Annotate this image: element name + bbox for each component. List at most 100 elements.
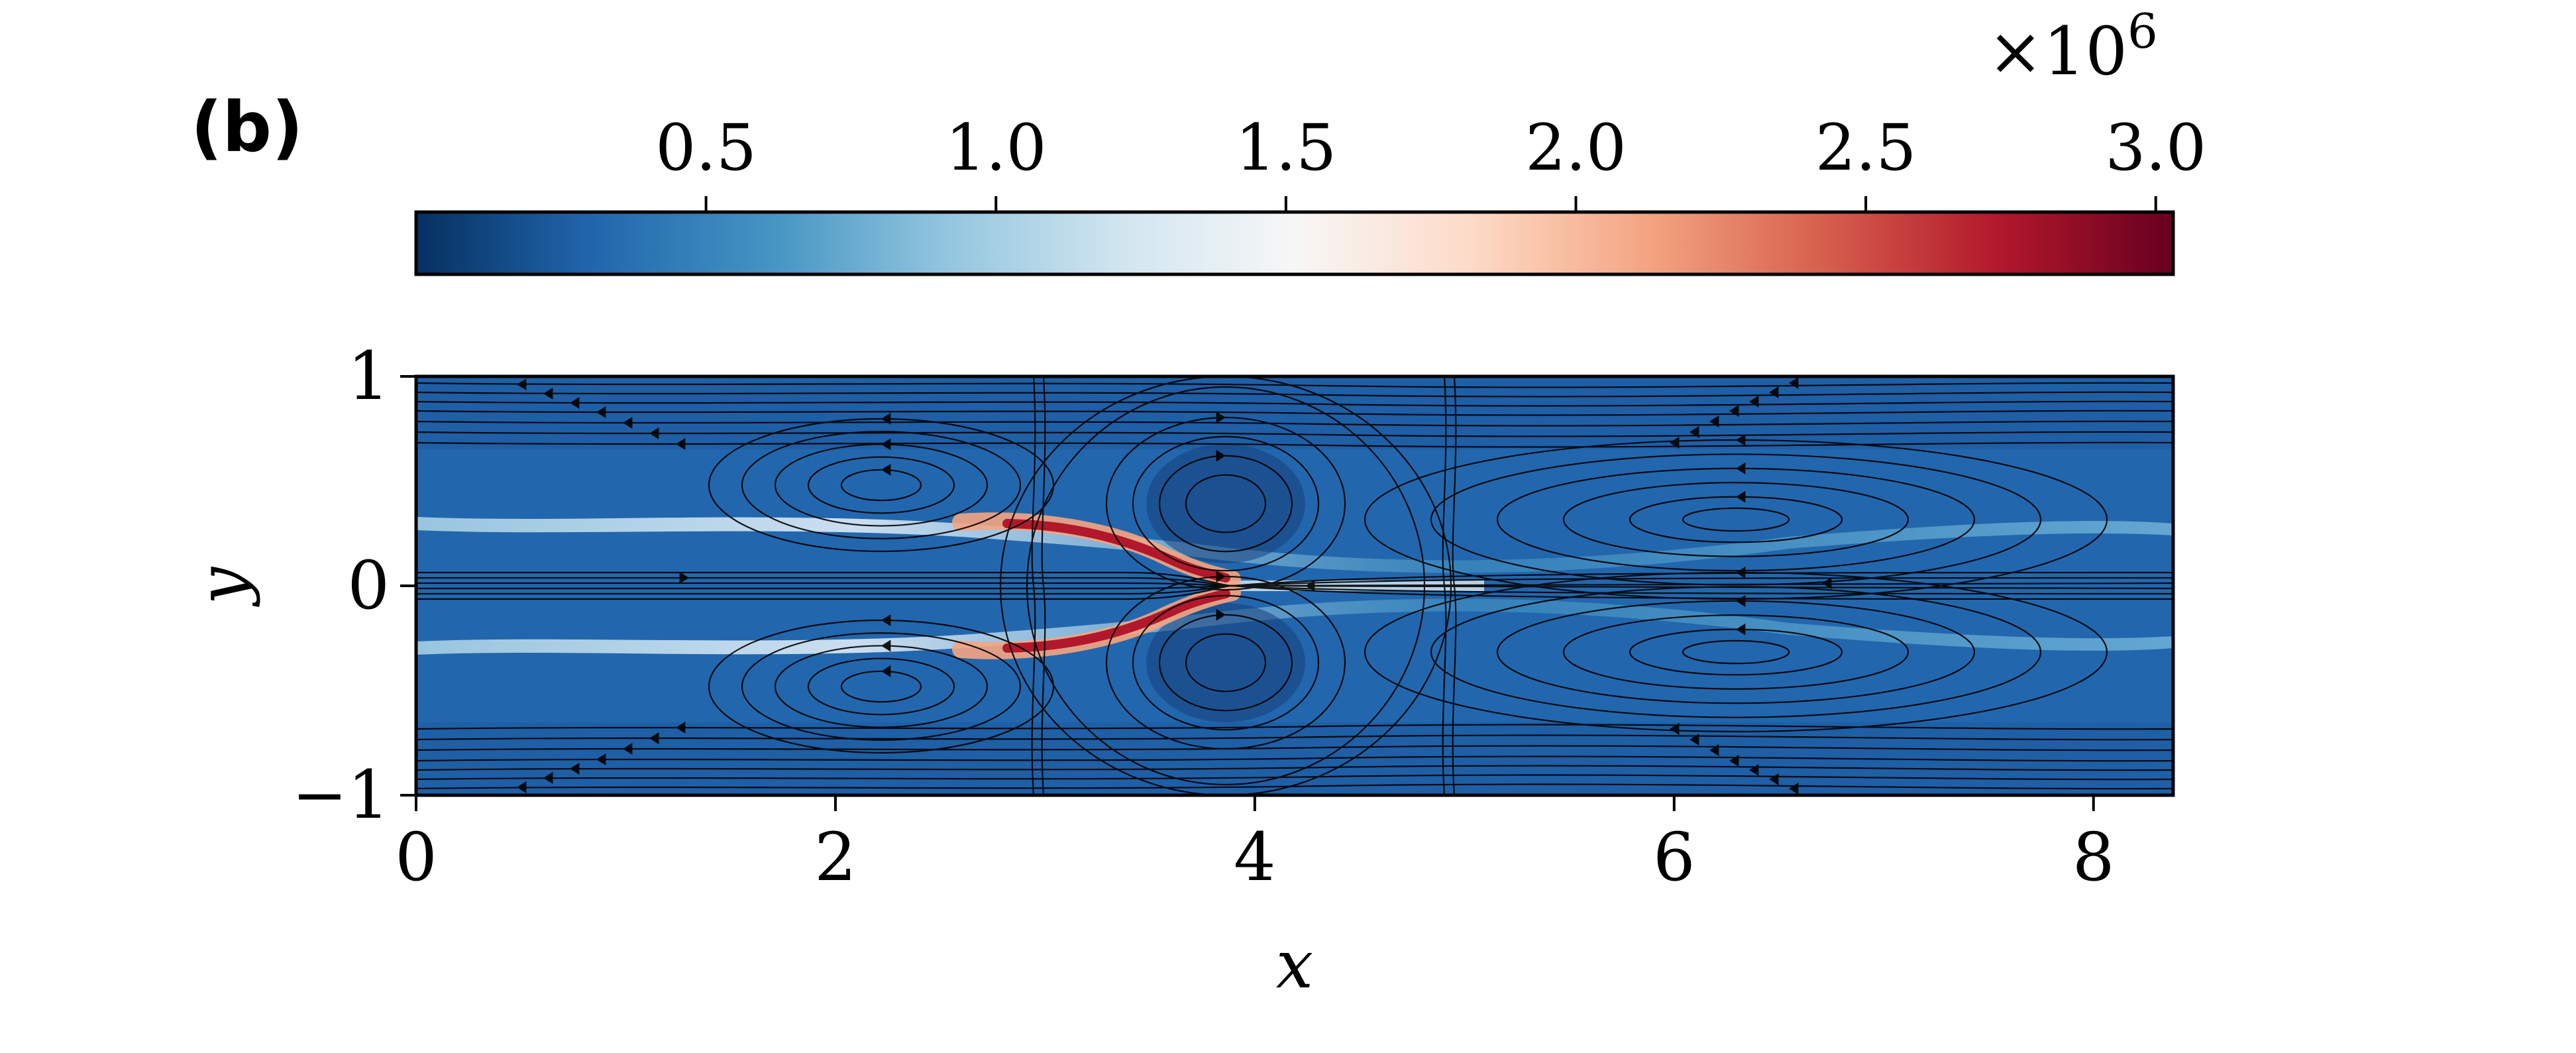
streamline: [1132, 435, 1320, 572]
colorbar-tick-label: 2.0: [1525, 111, 1627, 185]
streamline-arrow: [1690, 734, 1699, 746]
x-axis-ticks: 0 2 4 6 8: [395, 795, 2115, 896]
streamline-arrow: [649, 427, 659, 439]
x-tick-label: 2: [814, 818, 857, 896]
streamline-arrow: [881, 463, 891, 476]
colorbar: 0.5 1.0 1.5 2.0 2.5 3.0 ×106: [414, 3, 2206, 276]
x-tick-label: 6: [1653, 818, 1695, 896]
streamline: [416, 571, 1233, 587]
streamline: [416, 391, 2173, 398]
streamline-arrow: [1736, 490, 1746, 503]
streamline: [1041, 376, 1046, 795]
streamline-arrow: [649, 732, 659, 744]
streamlines: [416, 376, 2173, 795]
streamline: [416, 783, 2173, 790]
streamline: [1442, 376, 1447, 795]
streamline: [416, 745, 2173, 751]
lower-shear-band: [416, 598, 2173, 655]
y-axis-label: y: [184, 566, 261, 607]
streamline-arrow: [881, 438, 891, 451]
streamline-arrow: [1670, 723, 1680, 735]
streamline: [741, 431, 1022, 539]
streamline-arrow: [1736, 434, 1746, 446]
streamline: [1232, 584, 2173, 600]
streamline: [1185, 633, 1267, 693]
vortex-core: [1146, 444, 1305, 563]
colorbar-exponent-power: 6: [2127, 3, 2158, 59]
streamline: [807, 456, 955, 514]
streamline-arrow: [676, 438, 686, 450]
streamline-arrow: [1822, 577, 1832, 589]
streamline-arrow: [1709, 416, 1719, 427]
streamline: [416, 734, 2173, 741]
streamline: [1026, 386, 1426, 786]
streamline-arrow: [1690, 426, 1699, 438]
streamline-arrow: [881, 639, 891, 652]
y-axis-ticks: 1 0 −1: [292, 337, 416, 834]
streamline-arrow: [596, 753, 606, 765]
streamline-arrow: [570, 763, 580, 775]
streamline-arrow: [1736, 623, 1746, 636]
streamline-arrow: [543, 388, 553, 400]
streamline-arrow: [881, 665, 891, 677]
y-tick-label: −1: [292, 756, 390, 834]
streamline-arrow: [1736, 567, 1746, 579]
colorbar-exponent: ×106: [1988, 3, 2158, 90]
streamline-arrow: [1789, 783, 1799, 795]
streamline-arrow: [1749, 764, 1759, 776]
upper-high-arc-core: [1002, 519, 1230, 582]
streamline-arrow: [676, 722, 686, 734]
streamline-arrow: [1729, 405, 1739, 417]
panel-label: (b): [191, 87, 303, 168]
streamline: [416, 582, 1233, 587]
streamline: [1562, 482, 1909, 557]
streamline-arrow: [1216, 608, 1226, 621]
streamline: [1031, 376, 1036, 795]
streamline: [1185, 474, 1267, 533]
streamline: [416, 431, 2173, 437]
streamline: [416, 400, 2173, 407]
y-tick-label: 1: [347, 337, 390, 415]
streamline-arrow: [570, 397, 580, 409]
streamline-arrow: [1216, 449, 1226, 462]
streamline-arrow: [1709, 744, 1719, 756]
streamline: [416, 577, 1233, 587]
streamline-arrow: [679, 572, 689, 584]
colorbar-tick-label: 1.0: [945, 111, 1047, 185]
streamline: [1682, 507, 1790, 532]
streamline-arrow: [623, 743, 633, 755]
streamline-arrow: [1216, 412, 1226, 423]
x-tick-label: 0: [395, 818, 437, 896]
streamline: [807, 657, 955, 716]
colorbar-tick-label: 2.5: [1815, 111, 1917, 185]
colorbar-tick-label: 1.5: [1236, 111, 1337, 185]
streamline-arrow: [1769, 386, 1779, 398]
streamline-arrow: [1789, 377, 1799, 389]
streamline: [416, 724, 2173, 730]
streamline-arrow: [623, 417, 633, 429]
streamline: [416, 774, 2173, 781]
streamline: [416, 382, 2173, 388]
streamline: [416, 584, 1233, 595]
streamline-arrow: [517, 378, 527, 390]
heatmap-field: [416, 376, 2173, 795]
streamline-arrow: [596, 406, 606, 418]
streamline: [416, 420, 2173, 427]
streamline-arrow: [517, 781, 527, 793]
x-axis-label: x: [1276, 926, 1313, 1003]
y-tick-label: 0: [347, 547, 390, 624]
streamline: [1430, 586, 2042, 718]
streamline-arrow: [1305, 580, 1315, 592]
streamline-arrow: [1736, 594, 1746, 607]
x-tick-label: 4: [1234, 818, 1276, 896]
colorbar-frame: [414, 210, 2175, 276]
colorbar-fill: [416, 212, 2173, 274]
streamline-arrow: [1216, 571, 1226, 582]
streamline: [1132, 594, 1320, 731]
streamline-arrow: [1736, 462, 1746, 474]
lower-high-arc-core: [1002, 589, 1230, 653]
streamline-arrow: [1670, 437, 1680, 449]
streamline: [416, 765, 2173, 771]
